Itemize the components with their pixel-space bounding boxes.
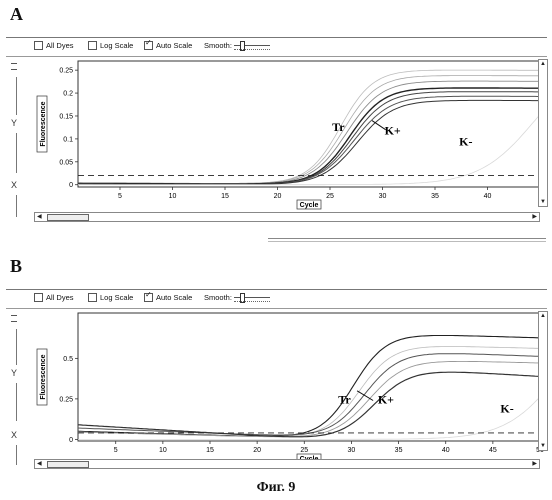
panel-b-annotation-k-plus: K+ — [378, 393, 394, 407]
panel-a-annotation-k-minus: K- — [459, 134, 472, 148]
panel-a-x-tick-label: 15 — [221, 193, 229, 200]
panel-b-x-tick-label: 15 — [206, 447, 214, 454]
panel-a-annotation-k-plus: K+ — [385, 123, 401, 137]
panel-b-scroll-down-icon[interactable]: ▼ — [540, 443, 546, 449]
panel-a-x-tick-label: 40 — [484, 193, 492, 200]
panel-a-annotation-tr: Tr — [332, 120, 345, 134]
panel-a-axis-sidebar: Y X — [8, 57, 26, 227]
panel-a-all-dyes-checkbox[interactable] — [34, 41, 43, 50]
panel-a-x-tick-label: 35 — [431, 193, 439, 200]
panel-a-auto-scale-label: Auto Scale — [156, 41, 192, 50]
panel-b-y-axis-icon[interactable]: Y — [11, 369, 17, 378]
panel-a-bottom-rule — [268, 238, 546, 242]
panel-a-y-tick-label: 0.15 — [59, 113, 73, 120]
panel-a-scroll-up-icon[interactable]: ▲ — [540, 61, 546, 67]
panel-b-chart: 00.250.55101520253035404550CycleFluoresc… — [34, 309, 542, 484]
panel-a-auto-scale-toggle[interactable]: Auto Scale — [144, 41, 192, 50]
panel-a-y-tick-label: 0 — [69, 182, 73, 189]
panel-a-letter: A — [10, 4, 23, 25]
figure-caption: Фиг. 9 — [0, 480, 552, 496]
panel-a-ylabel: Fluorescence — [40, 101, 47, 146]
panel-b-x-tick-label: 35 — [395, 447, 403, 454]
panel-a-x-tick-label: 10 — [169, 193, 177, 200]
panel-a-xlabel: Cycle — [300, 202, 319, 209]
panel-a-x-tick-label: 30 — [379, 193, 387, 200]
panel-a-scroll-down-icon[interactable]: ▼ — [540, 199, 546, 205]
panel-b-smooth-slider[interactable] — [234, 293, 270, 303]
panel-b-log-scale-checkbox[interactable] — [88, 293, 97, 302]
panel-b-scroll-thumb[interactable] — [47, 461, 89, 468]
panel-a-toolbar: All Dyes Log Scale Auto Scale Smooth: — [6, 37, 547, 57]
panel-a-x-tick-label: 20 — [274, 193, 282, 200]
panel-b-horizontal-scrollbar[interactable]: ◀ ▶ — [34, 459, 540, 469]
panel-b-x-tick-label: 40 — [442, 447, 450, 454]
panel-a-x-tick-label: 25 — [326, 193, 334, 200]
panel-a-y-tick-label: 0.05 — [59, 159, 73, 166]
panel-b-annotation-tr: Tr — [338, 393, 351, 407]
panel-a-scroll-thumb[interactable] — [47, 214, 89, 221]
panel-b-auto-scale-checkbox[interactable] — [144, 293, 153, 302]
panel-b-ylabel: Fluorescence — [40, 354, 47, 399]
panel-b-log-scale-label: Log Scale — [100, 293, 133, 302]
panel-b-letter: B — [10, 256, 22, 277]
panel-a-y-tick-label: 0.25 — [59, 68, 73, 75]
panel-a-scroll-right-icon[interactable]: ▶ — [532, 213, 537, 221]
panel-b-x-tick-label: 30 — [348, 447, 356, 454]
panel-a: All Dyes Log Scale Auto Scale Smooth: Y … — [6, 37, 547, 230]
panel-a-log-scale-checkbox[interactable] — [88, 41, 97, 50]
panel-b-smooth-label: Smooth: — [204, 293, 232, 302]
panel-a-smooth-label: Smooth: — [204, 41, 232, 50]
panel-b-all-dyes-checkbox[interactable] — [34, 293, 43, 302]
panel-b-log-scale-toggle[interactable]: Log Scale — [88, 293, 133, 302]
panel-a-y-tick-label: 0.2 — [63, 91, 73, 98]
panel-b-x-tick-label: 5 — [114, 447, 118, 454]
panel-b-x-tick-label: 10 — [159, 447, 167, 454]
panel-a-all-dyes-toggle[interactable]: All Dyes — [34, 41, 74, 50]
panel-b-x-axis-icon[interactable]: X — [11, 431, 17, 440]
panel-b-y-tick-label: 0.5 — [63, 356, 73, 363]
panel-a-scroll-left-icon[interactable]: ◀ — [37, 213, 42, 221]
panel-a-log-scale-label: Log Scale — [100, 41, 133, 50]
panel-a-x-tick-label: 5 — [118, 193, 122, 200]
panel-b-x-tick-label: 25 — [300, 447, 308, 454]
panel-b-x-tick-label: 20 — [253, 447, 261, 454]
panel-a-smooth-slider[interactable] — [234, 41, 270, 51]
panel-b: All Dyes Log Scale Auto Scale Smooth: Y … — [6, 289, 547, 472]
panel-b-plot-area — [78, 313, 540, 441]
panel-b-scroll-right-icon[interactable]: ▶ — [532, 460, 537, 468]
panel-b-annotation-k-minus: K- — [500, 402, 513, 416]
panel-a-log-scale-toggle[interactable]: Log Scale — [88, 41, 133, 50]
panel-a-y-axis-icon[interactable]: Y — [11, 119, 17, 128]
panel-b-scroll-up-icon[interactable]: ▲ — [540, 313, 546, 319]
panel-b-auto-scale-label: Auto Scale — [156, 293, 192, 302]
panel-b-y-tick-label: 0 — [69, 437, 73, 444]
panel-a-horizontal-scrollbar[interactable]: ◀ ▶ — [34, 212, 540, 222]
panel-b-toolbar: All Dyes Log Scale Auto Scale Smooth: — [6, 289, 547, 309]
panel-b-auto-scale-toggle[interactable]: Auto Scale — [144, 293, 192, 302]
panel-b-scroll-left-icon[interactable]: ◀ — [37, 460, 42, 468]
panel-b-axis-sidebar: Y X — [8, 309, 26, 469]
panel-a-all-dyes-label: All Dyes — [46, 41, 74, 50]
panel-b-chart-svg: 00.250.55101520253035404550CycleFluoresc… — [34, 309, 542, 484]
panel-a-x-axis-icon[interactable]: X — [11, 181, 17, 190]
panel-b-all-dyes-toggle[interactable]: All Dyes — [34, 293, 74, 302]
panel-b-vertical-scrollbar[interactable]: ▲ ▼ — [538, 311, 548, 451]
panel-b-all-dyes-label: All Dyes — [46, 293, 74, 302]
panel-a-vertical-scrollbar[interactable]: ▲ ▼ — [538, 59, 548, 207]
panel-a-plot-area — [78, 61, 540, 187]
panel-a-y-tick-label: 0.1 — [63, 136, 73, 143]
panel-b-x-tick-label: 45 — [489, 447, 497, 454]
panel-a-auto-scale-checkbox[interactable] — [144, 41, 153, 50]
panel-b-y-tick-label: 0.25 — [59, 396, 73, 403]
